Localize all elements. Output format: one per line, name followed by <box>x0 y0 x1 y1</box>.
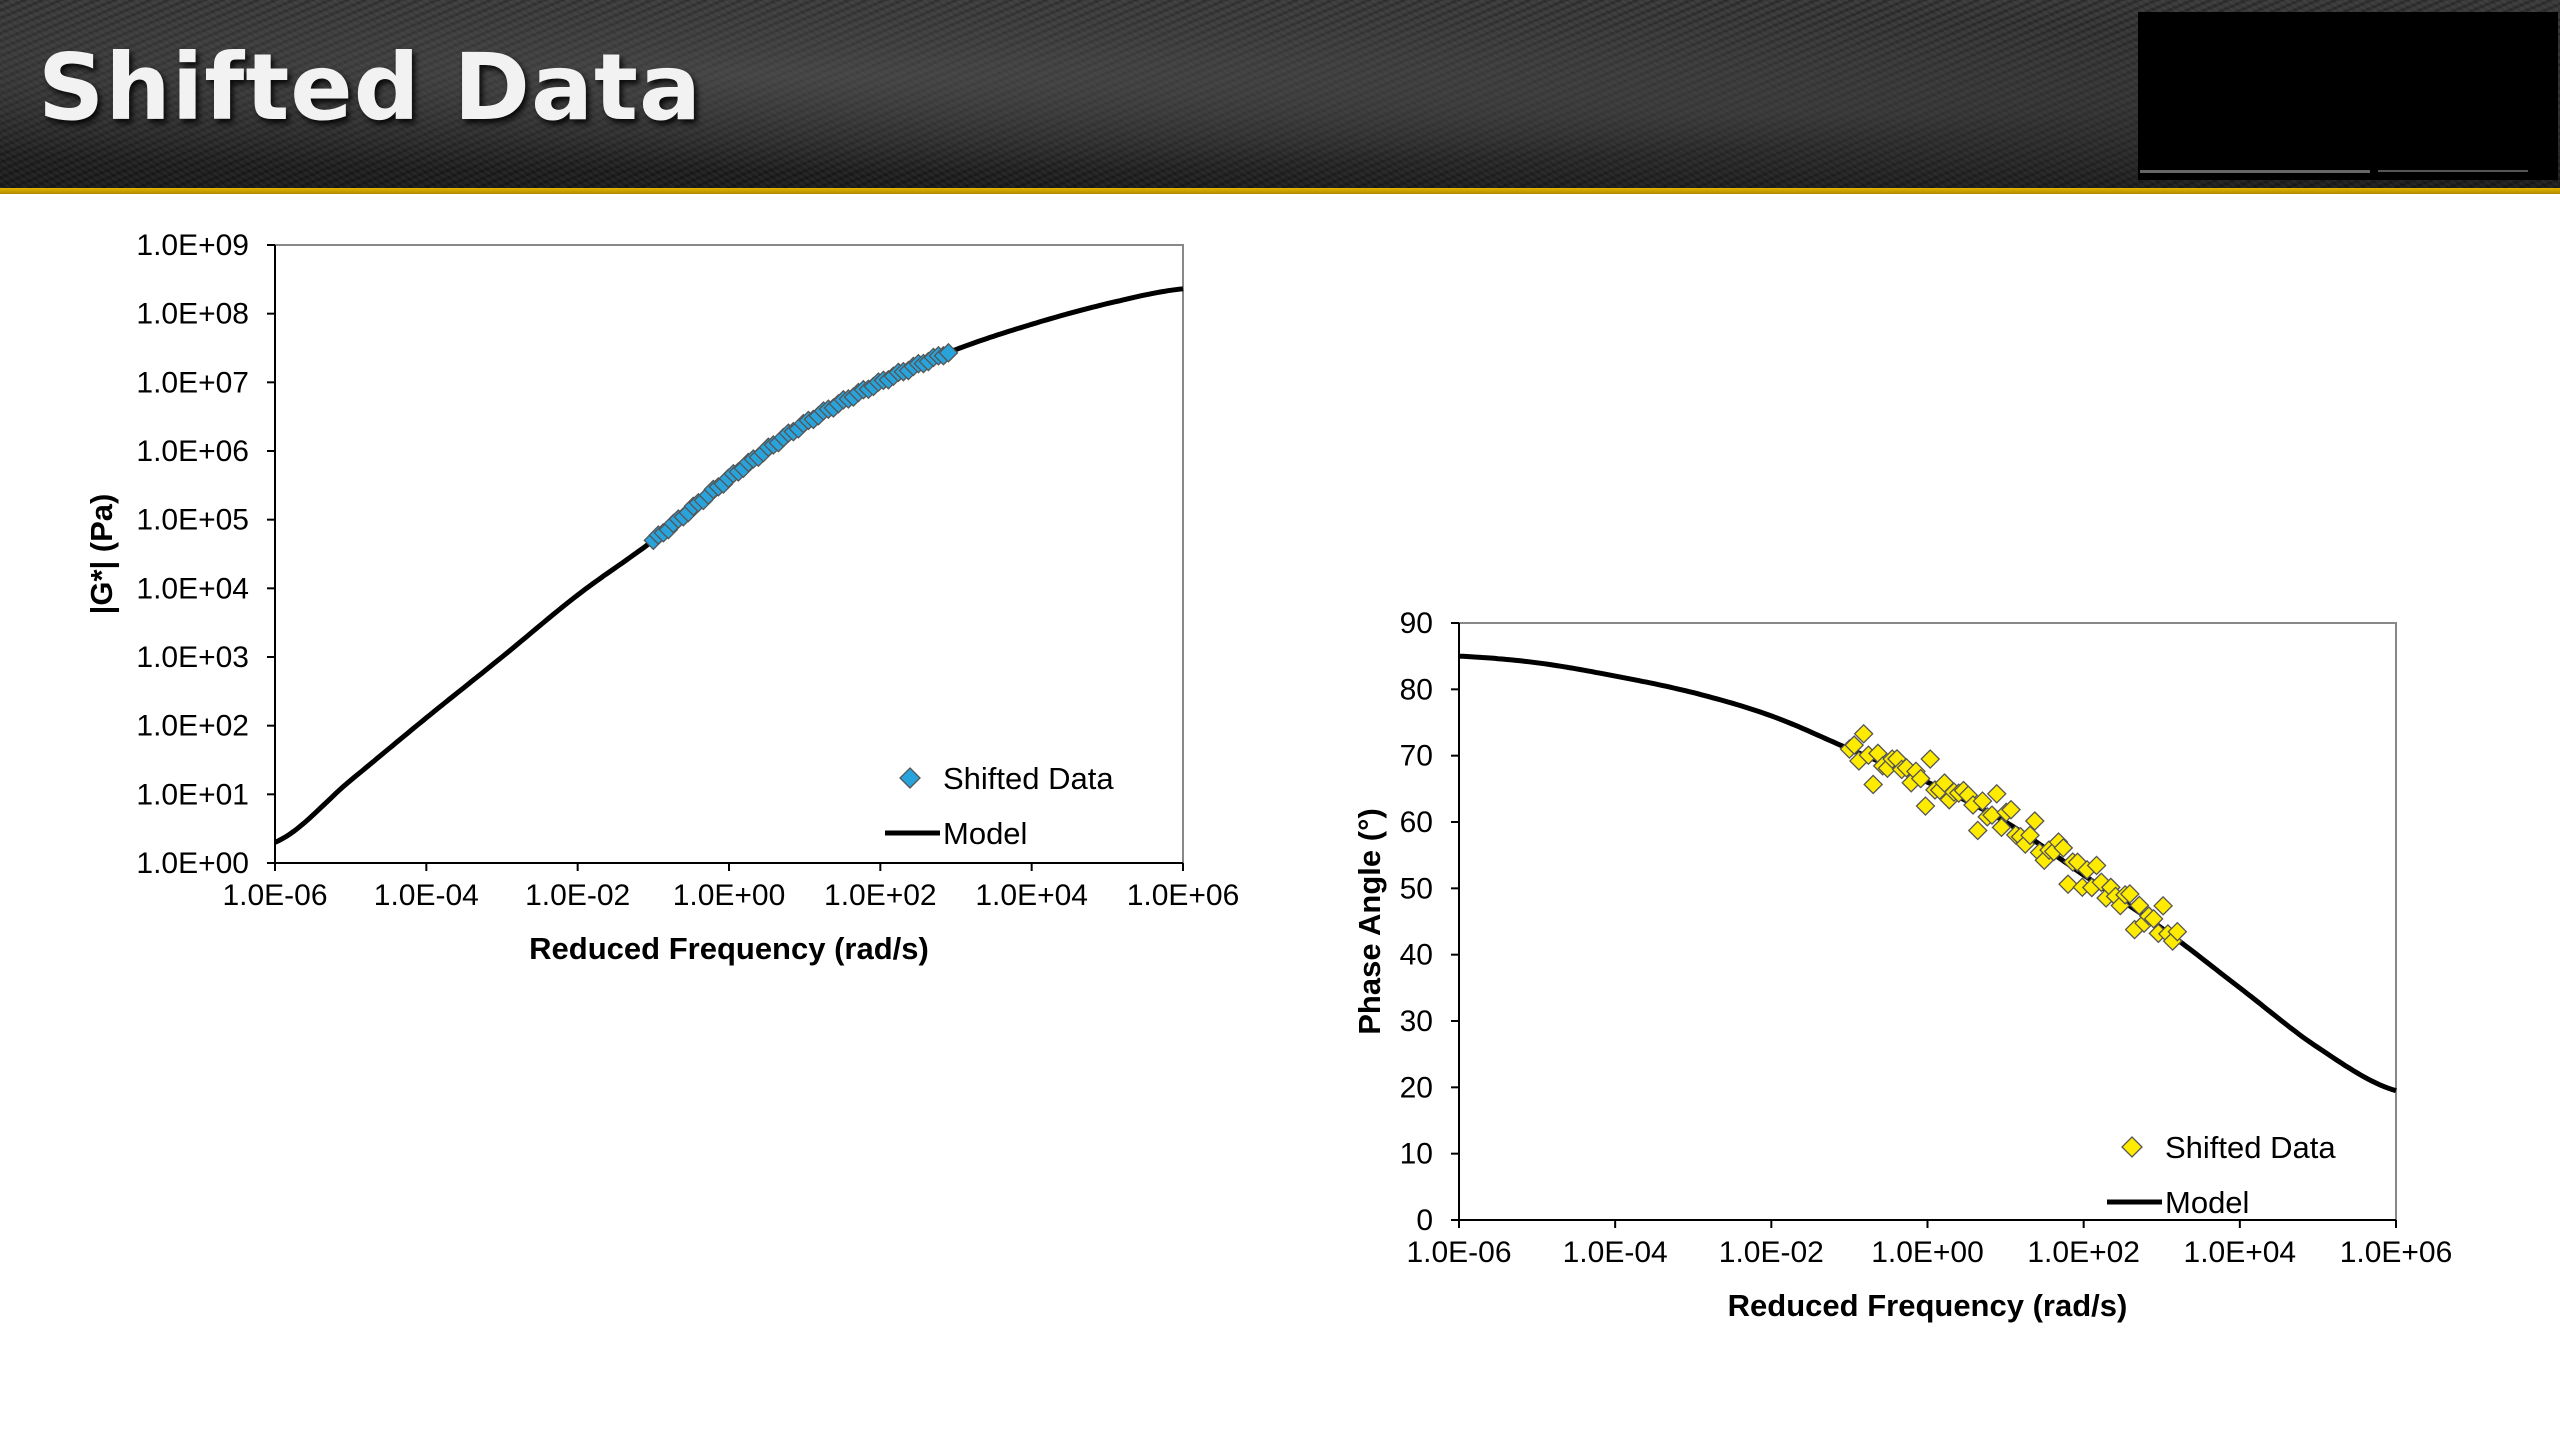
phase-legend-label-data: Shifted Data <box>2165 1130 2336 1165</box>
phase-y-tick-label: 30 <box>1400 1005 1433 1038</box>
phase-x-tick-label: 1.0E+04 <box>2184 1236 2297 1269</box>
gstar-y-tick-label: 1.0E+09 <box>136 229 249 262</box>
phase-y-tick-label: 0 <box>1416 1204 1433 1237</box>
phase-data-point <box>2153 895 2174 916</box>
phase-data-point <box>1844 735 1865 756</box>
phase-data-point <box>1920 749 1941 769</box>
phase-x-axis-label: Reduced Frequency (rad/s) <box>1728 1288 2128 1323</box>
gstar-legend-label-model: Model <box>943 816 1027 851</box>
logo-area <box>2138 12 2558 180</box>
phase-data-point <box>1991 817 2012 838</box>
gstar-x-tick-label: 1.0E-06 <box>222 879 327 912</box>
phase-x-tick-label: 1.0E+06 <box>2340 1236 2453 1269</box>
gstar-y-tick-label: 1.0E+05 <box>136 504 249 537</box>
phase-data-point <box>2058 874 2078 895</box>
gstar-x-tick-label: 1.0E-04 <box>374 879 479 912</box>
phase-data-point <box>1915 796 1936 816</box>
logo-underline-secondary <box>2378 170 2528 172</box>
gstar-y-tick-label: 1.0E+08 <box>136 298 249 331</box>
gstar-y-tick-label: 1.0E+07 <box>136 366 249 399</box>
phase-data-point <box>2020 825 2040 846</box>
phase-data-point <box>2119 884 2140 904</box>
phase-data-point <box>2167 921 2188 942</box>
phase-x-tick-label: 1.0E-06 <box>1406 1236 1511 1269</box>
gstar-y-tick-label: 1.0E+04 <box>136 572 249 605</box>
phase-y-tick-label: 90 <box>1400 607 1433 640</box>
gstar-y-tick-label: 1.0E+00 <box>136 847 249 880</box>
phase-model-line <box>1458 653 2397 1094</box>
header-accent-line <box>0 188 2560 194</box>
gstar-x-tick-label: 1.0E+06 <box>1127 879 1240 912</box>
phase-data-point <box>2143 908 2164 929</box>
phase-y-tick-label: 50 <box>1400 872 1433 905</box>
phase-data-point <box>1967 820 1988 841</box>
phase-y-tick-label: 20 <box>1400 1071 1433 1104</box>
phase-data-point <box>1853 723 1874 744</box>
phase-data-point <box>2086 855 2107 876</box>
gstar-x-tick-label: 1.0E+00 <box>673 879 786 912</box>
gstar-legend-marker-data <box>899 767 921 789</box>
gstar-data-point <box>938 342 959 363</box>
gstar-legend-label-data: Shifted Data <box>943 761 1114 796</box>
gstar-y-tick-label: 1.0E+03 <box>136 641 249 674</box>
gstar-x-axis-label: Reduced Frequency (rad/s) <box>529 931 929 966</box>
phase-legend: Shifted Data Model <box>2107 1130 2336 1220</box>
slide-header <box>0 0 2560 188</box>
phase-y-tick-label: 70 <box>1400 740 1433 773</box>
phase-data-point <box>2129 895 2150 916</box>
phase-y-axis-label: Phase Angle (°) <box>1352 808 1387 1035</box>
phase-data-point <box>1972 791 1993 812</box>
phase-data-point <box>2053 837 2074 858</box>
gstar-y-tick-label: 1.0E+02 <box>136 710 249 743</box>
gstar-x-tick-label: 1.0E+02 <box>824 879 937 912</box>
phase-x-tick-label: 1.0E+02 <box>2027 1236 2140 1269</box>
phase-y-tick-label: 80 <box>1400 673 1433 706</box>
phase-chart: 1.0E-06 1.0E-04 1.0E-02 1.0E+00 1.0E+02 1.0E+… <box>1352 607 2452 1323</box>
slide-title: Shifted Data <box>38 34 703 141</box>
gstar-y-axis-label: |G*| (Pa) <box>84 494 119 615</box>
phase-y-tick-label: 40 <box>1400 939 1433 972</box>
logo-underline <box>2140 170 2370 173</box>
gstar-x-tick-label: 1.0E+04 <box>975 879 1088 912</box>
gstar-plot-area <box>274 244 1184 864</box>
phase-y-tick-label: 10 <box>1400 1138 1433 1171</box>
phase-data-point <box>1986 783 2007 804</box>
phase-data-point <box>2001 799 2021 820</box>
gstar-y-tick-label: 1.0E+06 <box>136 435 249 468</box>
gstar-x-tick-label: 1.0E-02 <box>525 879 630 912</box>
phase-y-tick-label: 60 <box>1400 806 1433 839</box>
phase-data-point <box>2024 811 2045 831</box>
phase-x-tick-label: 1.0E-02 <box>1719 1236 1824 1269</box>
phase-legend-marker-data <box>2121 1136 2143 1158</box>
phase-legend-label-model: Model <box>2165 1185 2249 1220</box>
phase-x-tick-label: 1.0E+00 <box>1871 1236 1984 1269</box>
phase-data-point <box>1863 774 1884 795</box>
gstar-chart: 1.0E-06 1.0E-04 1.0E-02 1.0E+00 1.0E+02 1.0E+… <box>84 229 1239 966</box>
phase-x-tick-label: 1.0E-04 <box>1563 1236 1668 1269</box>
gstar-y-tick-label: 1.0E+01 <box>136 778 249 811</box>
gstar-legend: Shifted Data Model <box>885 761 1114 851</box>
phase-data-point <box>1910 768 1931 789</box>
